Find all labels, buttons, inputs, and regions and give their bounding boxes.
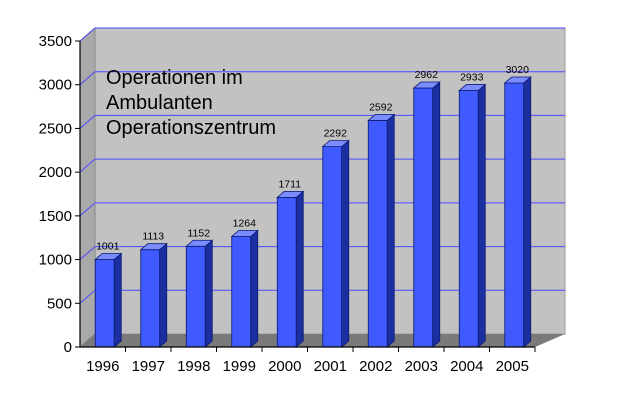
bar (140, 249, 161, 348)
bar-top (458, 84, 487, 91)
bars (94, 76, 532, 348)
data-label: 3020 (506, 64, 530, 76)
data-label: 1152 (187, 227, 210, 239)
gridline-diag (79, 71, 96, 86)
y-tick-label: 3000 (39, 77, 72, 94)
bar (94, 259, 115, 348)
y-axis: 0 500 1000 1500 2000 2500 3000 3500 (39, 33, 81, 356)
bar-top (230, 230, 259, 237)
bar (276, 197, 297, 348)
bar-top (503, 76, 532, 84)
y-tick-label: 0 (64, 339, 72, 356)
bar-top (276, 191, 305, 198)
bar (367, 119, 388, 348)
y-tick-label: 2500 (39, 120, 72, 137)
chart-title: Operationen im Ambulanten Operationszent… (106, 67, 276, 139)
y-tick-label: 3500 (39, 33, 72, 50)
bar-side (295, 190, 304, 348)
y-tick-label: 2000 (39, 164, 72, 181)
bar (458, 90, 479, 348)
bar-side (432, 81, 441, 348)
left-wall (79, 26, 96, 349)
bar-top (185, 239, 214, 247)
x-tick-label: 1998 (177, 358, 210, 375)
data-label: 1001 (96, 240, 120, 252)
x-axis: 1996 1997 1998 1999 2000 2001 2002 2003 2004 2005 (80, 346, 536, 375)
bar (322, 146, 343, 348)
data-label: 1113 (142, 231, 164, 243)
bar-top (412, 81, 441, 89)
bar-side (386, 113, 395, 348)
bar-top (94, 253, 123, 260)
bar (504, 82, 525, 348)
x-tick-label: 2004 (450, 358, 483, 375)
x-tick-label: 2002 (359, 358, 392, 375)
bar-side (341, 139, 350, 348)
data-labels: 1001 1113 1152 1264 1711 2292 2592 2962 2933 3020 (96, 64, 529, 253)
data-label: 2292 (324, 128, 348, 140)
bar-top (367, 113, 396, 121)
data-label: 1711 (278, 178, 301, 190)
data-label: 2962 (415, 69, 439, 81)
title-line-1: Operationen im (106, 67, 243, 89)
bar-top (321, 140, 350, 148)
y-tick-label: 1500 (39, 208, 72, 225)
gridline-diag (79, 246, 96, 260)
x-tick-label: 1997 (132, 358, 165, 375)
bar-side (523, 76, 532, 348)
gridline-diag (79, 202, 96, 217)
bar-side (477, 83, 486, 348)
bar (185, 245, 206, 348)
bar-side (204, 239, 213, 348)
data-label: 1264 (233, 217, 257, 229)
bar-side (159, 242, 168, 348)
y-tick-label: 1000 (39, 252, 72, 269)
gridline-diag (79, 158, 96, 173)
bar (231, 236, 252, 348)
bar-side (250, 229, 259, 348)
bar (413, 87, 434, 348)
gridline-diag (79, 289, 96, 304)
bar-side (113, 252, 122, 348)
gridline-diag (79, 115, 96, 129)
x-tick-label: 2003 (405, 358, 438, 375)
bar-top (139, 243, 168, 251)
x-tick-label: 1999 (223, 358, 256, 375)
x-tick-label: 2005 (496, 358, 529, 375)
data-label: 2592 (369, 101, 393, 113)
x-tick-label: 2001 (314, 358, 347, 375)
data-label: 2933 (460, 72, 484, 84)
title-line-3: Operationszentrum (106, 117, 276, 139)
x-tick-label: 1996 (86, 358, 119, 375)
x-tick-label: 2000 (268, 358, 301, 375)
gridline-diag (79, 27, 96, 42)
title-line-2: Ambulanten (106, 92, 213, 114)
y-tick-label: 500 (47, 295, 72, 312)
